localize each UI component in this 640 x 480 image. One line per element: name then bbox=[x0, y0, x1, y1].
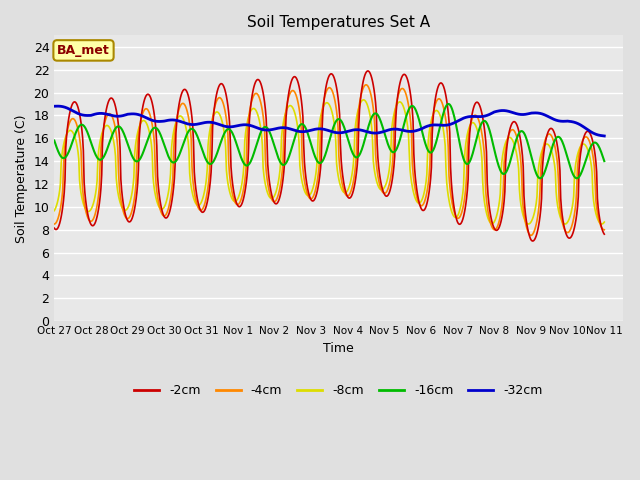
-32cm bbox=[173, 118, 181, 123]
-4cm bbox=[527, 232, 534, 238]
Line: -16cm: -16cm bbox=[54, 104, 604, 178]
-4cm bbox=[362, 82, 370, 88]
-32cm bbox=[600, 133, 608, 139]
-2cm bbox=[600, 231, 608, 237]
X-axis label: Time: Time bbox=[323, 342, 354, 355]
-4cm bbox=[60, 150, 68, 156]
-4cm bbox=[51, 221, 58, 227]
Text: BA_met: BA_met bbox=[57, 44, 110, 57]
-2cm bbox=[117, 176, 125, 182]
-16cm bbox=[202, 156, 209, 162]
Line: -8cm: -8cm bbox=[54, 100, 604, 224]
-32cm bbox=[51, 103, 58, 109]
-4cm bbox=[117, 196, 125, 202]
-8cm bbox=[360, 97, 367, 103]
Y-axis label: Soil Temperature (C): Soil Temperature (C) bbox=[15, 114, 28, 242]
-4cm bbox=[202, 197, 209, 203]
-8cm bbox=[173, 117, 180, 123]
-8cm bbox=[117, 202, 125, 207]
-32cm bbox=[413, 128, 420, 133]
-32cm bbox=[397, 127, 404, 132]
-16cm bbox=[51, 138, 58, 144]
-2cm bbox=[173, 120, 180, 126]
-2cm bbox=[413, 187, 420, 193]
-16cm bbox=[60, 155, 68, 161]
-2cm bbox=[51, 225, 58, 231]
-2cm bbox=[529, 238, 536, 244]
-4cm bbox=[600, 227, 608, 233]
-8cm bbox=[397, 99, 404, 105]
-16cm bbox=[173, 157, 180, 163]
-2cm bbox=[202, 205, 209, 211]
-16cm bbox=[573, 175, 580, 181]
-32cm bbox=[54, 103, 61, 109]
-8cm bbox=[600, 219, 608, 225]
-2cm bbox=[397, 77, 404, 83]
-2cm bbox=[364, 68, 372, 74]
-16cm bbox=[412, 108, 420, 114]
Line: -32cm: -32cm bbox=[54, 106, 604, 136]
-4cm bbox=[413, 194, 420, 200]
-32cm bbox=[118, 113, 125, 119]
Title: Soil Temperatures Set A: Soil Temperatures Set A bbox=[247, 15, 430, 30]
-16cm bbox=[117, 125, 125, 131]
-32cm bbox=[203, 120, 211, 125]
-8cm bbox=[202, 181, 209, 187]
-4cm bbox=[397, 86, 404, 92]
-32cm bbox=[61, 104, 69, 110]
-8cm bbox=[525, 221, 532, 227]
Line: -4cm: -4cm bbox=[54, 85, 604, 235]
-2cm bbox=[60, 190, 68, 195]
Legend: -2cm, -4cm, -8cm, -16cm, -32cm: -2cm, -4cm, -8cm, -16cm, -32cm bbox=[129, 379, 548, 402]
-16cm bbox=[444, 101, 452, 107]
Line: -2cm: -2cm bbox=[54, 71, 604, 241]
-8cm bbox=[413, 199, 420, 204]
-8cm bbox=[51, 208, 58, 214]
-16cm bbox=[396, 136, 404, 142]
-16cm bbox=[600, 158, 608, 164]
-4cm bbox=[173, 117, 180, 122]
-8cm bbox=[60, 139, 68, 145]
